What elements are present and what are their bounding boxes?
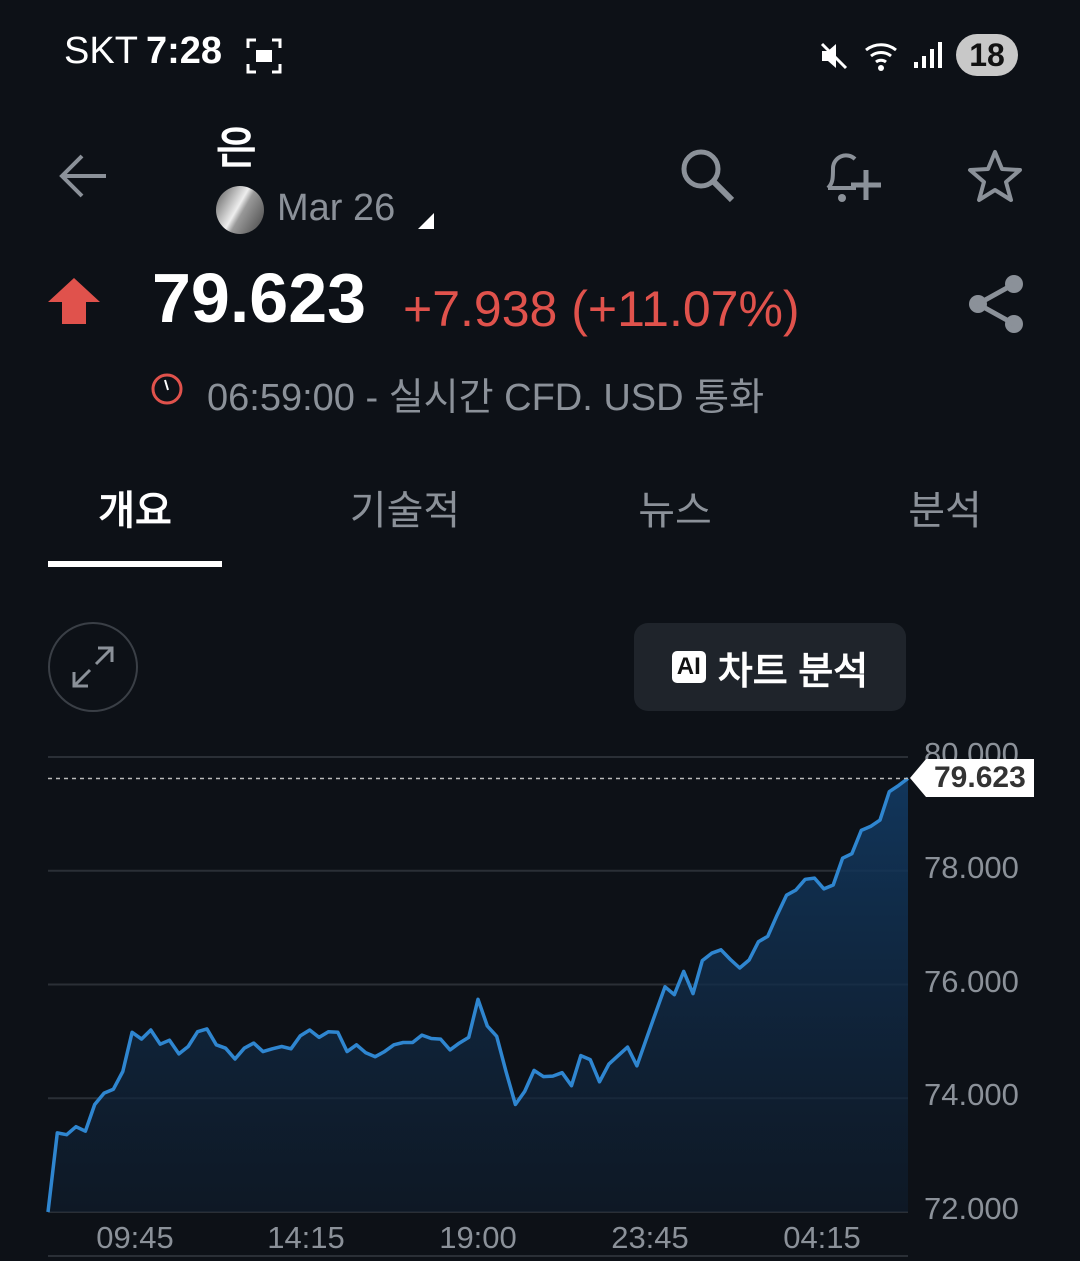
share-icon[interactable]: [966, 272, 1028, 336]
x-tick-label: 23:45: [611, 1220, 689, 1255]
tab-technical[interactable]: 기술적: [349, 489, 461, 533]
y-tick-label: 72.000: [924, 1191, 1019, 1226]
carrier: SKT: [64, 30, 138, 72]
ai-chart-analysis-button[interactable]: AI 차트 분석: [634, 623, 906, 711]
price-change: +7.938 (+11.07%): [403, 281, 800, 337]
clock-icon: [151, 373, 183, 405]
last-price-label: 79.623: [910, 759, 1034, 798]
back-arrow-icon[interactable]: [58, 150, 110, 202]
ai-button-label: 차트 분석: [717, 650, 869, 693]
up-arrow-icon: [48, 278, 100, 324]
wifi-icon: [865, 43, 897, 71]
tab-overview[interactable]: 개요: [98, 489, 172, 533]
instrument-title: 은: [216, 124, 257, 173]
tab-news[interactable]: 뉴스: [638, 489, 712, 533]
add-alert-icon[interactable]: [820, 144, 884, 208]
x-tick-label: 19:00: [439, 1220, 517, 1255]
y-tick-label: 78.000: [924, 849, 1019, 885]
ai-icon: AI: [671, 651, 706, 683]
y-tick-label: 74.000: [924, 1077, 1019, 1113]
quote-timestamp: 06:59:00 - 실시간 CFD. USD 통화: [207, 377, 765, 419]
x-tick-label: 14:15: [267, 1220, 345, 1255]
silver-coin-icon: [216, 186, 264, 234]
star-icon[interactable]: [966, 148, 1024, 204]
x-tick-label: 04:15: [783, 1220, 861, 1255]
screenshot-icon: [246, 38, 282, 74]
tab-analysis[interactable]: 분석: [908, 489, 982, 533]
last-price: 79.623: [152, 259, 367, 337]
clock: 7:28: [146, 30, 223, 72]
price-area: [48, 778, 908, 1212]
search-icon[interactable]: [678, 146, 736, 204]
active-tab-indicator: [48, 561, 222, 567]
signal-icon: [914, 42, 942, 68]
price-line: [46, 777, 910, 1213]
expand-chart-button[interactable]: [48, 622, 138, 712]
x-tick-label: 09:45: [96, 1220, 174, 1255]
expand-icon: [72, 646, 114, 688]
y-tick-label: 76.000: [924, 963, 1019, 999]
mute-icon: [820, 42, 848, 70]
contract-selector[interactable]: Mar 26: [277, 187, 396, 229]
dropdown-corner-icon[interactable]: [418, 213, 434, 229]
battery-level: 18: [956, 34, 1018, 76]
